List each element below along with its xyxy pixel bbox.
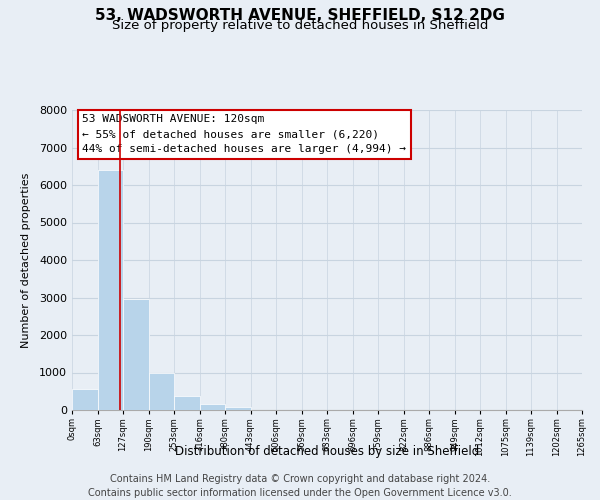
Bar (72, 389, 97, 410)
Bar (97, 170, 123, 410)
Text: Size of property relative to detached houses in Sheffield: Size of property relative to detached ho… (112, 19, 488, 32)
Text: 53, WADSWORTH AVENUE, SHEFFIELD, S12 2DG: 53, WADSWORTH AVENUE, SHEFFIELD, S12 2DG (95, 8, 505, 22)
Text: Contains HM Land Registry data © Crown copyright and database right 2024.
Contai: Contains HM Land Registry data © Crown c… (88, 474, 512, 498)
Bar (225, 407, 251, 410)
Text: 53 WADSWORTH AVENUE: 120sqm
← 55% of detached houses are smaller (6,220)
44% of : 53 WADSWORTH AVENUE: 120sqm ← 55% of det… (82, 114, 406, 154)
Bar (149, 374, 174, 410)
Y-axis label: Number of detached properties: Number of detached properties (20, 172, 31, 348)
Bar (199, 404, 225, 410)
Bar (123, 300, 149, 410)
Text: Distribution of detached houses by size in Sheffield: Distribution of detached houses by size … (175, 445, 479, 458)
Bar (174, 396, 199, 410)
